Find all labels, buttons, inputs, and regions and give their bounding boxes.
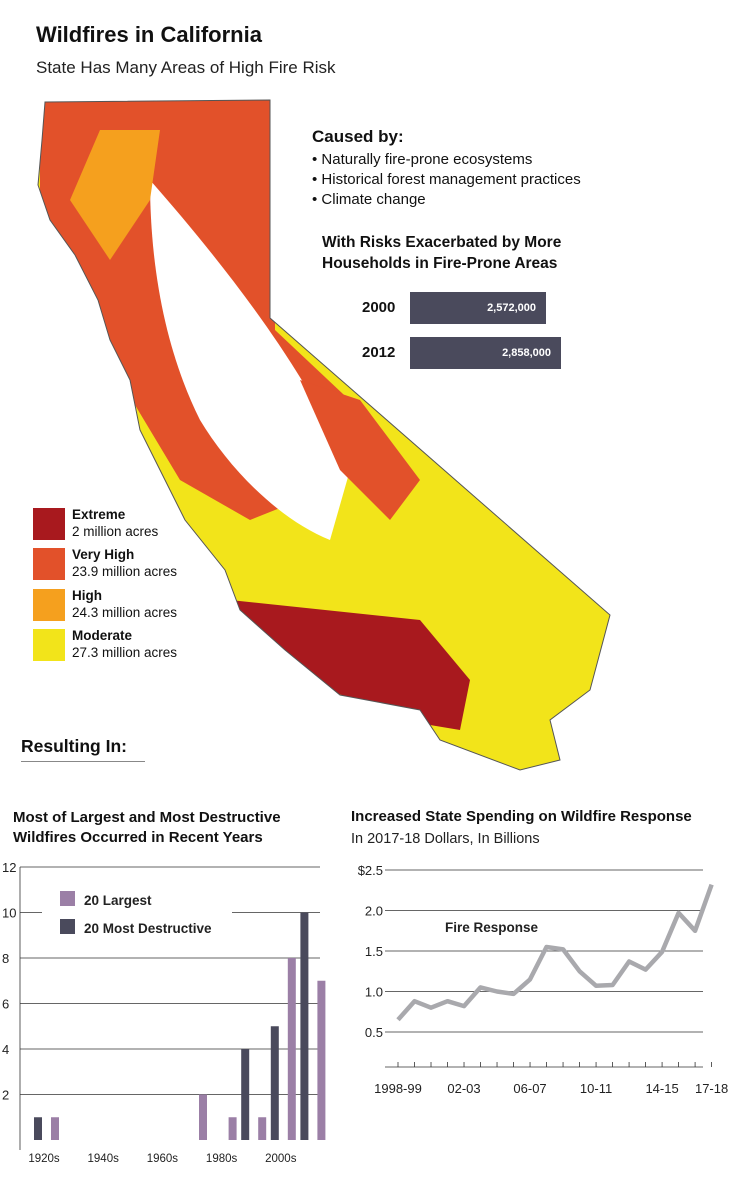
cause-item: Naturally fire-prone ecosystems <box>312 150 581 170</box>
bar <box>300 912 309 1140</box>
households-year-2000: 2000 <box>362 299 396 316</box>
line-chart-subtitle: In 2017-18 Dollars, In Billions <box>351 831 540 847</box>
largest-destructive-bar-chart: 2 4 6 8 10 12 20 Largest 20 Most Destructive 192… <box>2 860 326 1165</box>
households-heading-line2: Households in Fire-Prone Areas <box>322 255 558 272</box>
legend-swatch-extreme <box>33 508 65 540</box>
y-tick-label: 1.5 <box>365 944 383 959</box>
legend-swatch-moderate <box>33 629 65 661</box>
cause-item: Historical forest management practices <box>312 170 580 190</box>
legend-name-high: High <box>72 588 102 603</box>
map-extreme-zone-south <box>230 600 470 730</box>
line-chart-title: Increased State Spending on Wildfire Res… <box>351 808 692 825</box>
bar <box>228 1117 237 1140</box>
causes-list: Naturally fire-prone ecosystems Historic… <box>312 150 581 210</box>
legend-value-very-high: 23.9 million acres <box>72 564 178 579</box>
bar <box>258 1117 267 1140</box>
households-bar-2012: 2,858,000 <box>410 337 561 369</box>
california-fire-risk-map <box>37 99 611 771</box>
households-heading-line1: With Risks Exacerbated by More <box>322 234 562 251</box>
fire-response-line <box>396 883 714 1022</box>
legend-label: 20 Largest <box>84 893 152 908</box>
bar <box>241 1049 250 1140</box>
y-tick-label: 2 <box>2 1088 9 1103</box>
x-tick-label: 1920s <box>28 1153 60 1165</box>
resulting-heading: Resulting In: <box>21 736 127 756</box>
legend-value-moderate: 27.3 million acres <box>72 645 178 660</box>
households-year-2012: 2012 <box>362 344 396 361</box>
bar <box>51 1117 59 1140</box>
bar-chart-title: Most of Largest and Most Destructive Wil… <box>13 808 343 848</box>
page-title: Wildfires in California <box>36 22 262 47</box>
y-tick-label: 12 <box>2 860 16 875</box>
legend-name-extreme: Extreme <box>72 507 126 522</box>
x-tick-label: 1940s <box>88 1153 120 1165</box>
y-tick-label: $2.5 <box>358 863 383 878</box>
spending-line-chart: 0.5 1.0 1.5 2.0 $2.5 Fire Response 1998-99 02-0… <box>358 863 729 1096</box>
cause-item: Climate change <box>312 190 581 210</box>
x-tick-label: 02-03 <box>447 1081 480 1096</box>
households-heading: With Risks Exacerbated by More Household… <box>322 232 622 274</box>
map-sierra-zone <box>300 380 420 520</box>
y-tick-label: 8 <box>2 951 9 966</box>
bar <box>199 1094 207 1140</box>
legend-swatch-very-high <box>33 548 65 580</box>
causes-heading: Caused by: <box>312 127 404 146</box>
map-outline <box>37 99 611 771</box>
y-tick-label: 10 <box>2 906 16 921</box>
legend-name-very-high: Very High <box>72 547 135 562</box>
bar <box>270 1026 279 1140</box>
households-bar-2000: 2,572,000 <box>410 292 546 324</box>
x-tick-label: 06-07 <box>513 1081 546 1096</box>
bar <box>287 958 296 1140</box>
y-tick-label: 0.5 <box>365 1025 383 1040</box>
x-tick-label: 14-15 <box>645 1081 678 1096</box>
y-tick-label: 2.0 <box>365 904 383 919</box>
bar <box>317 980 326 1140</box>
page-subtitle: State Has Many Areas of High Fire Risk <box>36 58 336 77</box>
legend-swatch <box>60 891 75 906</box>
x-tick-label: 10-11 <box>580 1081 612 1096</box>
x-tick-label: 1980s <box>206 1153 238 1165</box>
bar-chart-title-line2: Wildfires Occurred in Recent Years <box>13 829 263 846</box>
legend-value-extreme: 2 million acres <box>72 524 159 539</box>
y-tick-label: 1.0 <box>365 985 383 1000</box>
map-high-zone <box>70 130 160 260</box>
y-tick-label: 4 <box>2 1042 9 1057</box>
resulting-underline <box>21 761 145 762</box>
x-tick-label: 17-18 <box>695 1081 728 1096</box>
bar <box>34 1117 42 1140</box>
x-tick-label: 1960s <box>147 1153 179 1165</box>
bar-chart-title-line1: Most of Largest and Most Destructive <box>13 809 281 826</box>
x-tick-label: 1998-99 <box>374 1081 422 1096</box>
legend-value-high: 24.3 million acres <box>72 605 178 620</box>
series-label: Fire Response <box>445 920 539 935</box>
legend-label: 20 Most Destructive <box>84 921 212 936</box>
x-tick-label: 2000s <box>265 1153 297 1165</box>
map-central-valley <box>150 180 350 540</box>
legend-swatch-high <box>33 589 65 621</box>
legend-name-moderate: Moderate <box>72 628 133 643</box>
y-tick-label: 6 <box>2 997 9 1012</box>
legend-swatch <box>60 919 75 934</box>
